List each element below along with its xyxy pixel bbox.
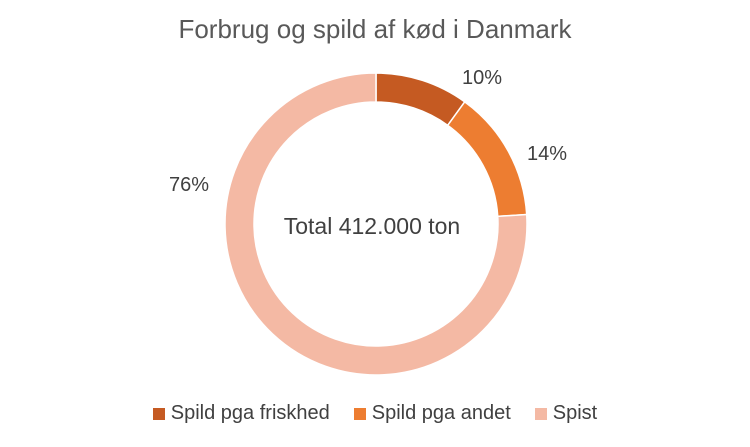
legend-label: Spist bbox=[552, 402, 598, 424]
legend-swatch bbox=[534, 407, 547, 420]
donut-slice-3[interactable] bbox=[224, 72, 528, 376]
data-labels: 10% 14% 76% bbox=[169, 67, 567, 196]
legend-item[interactable]: Spist bbox=[534, 402, 598, 425]
legend-swatch bbox=[152, 407, 165, 420]
data-label-2: 14% bbox=[527, 143, 567, 165]
donut-slice-2[interactable] bbox=[446, 100, 528, 218]
donut-slice-1[interactable] bbox=[375, 72, 466, 127]
legend: Spild pga friskhed Spild pga andet Spist bbox=[0, 402, 750, 425]
chart-title: Forbrug og spild af kød i Danmark bbox=[178, 14, 572, 44]
legend-item[interactable]: Spild pga friskhed bbox=[152, 402, 330, 425]
data-label-1: 10% bbox=[462, 67, 502, 89]
data-label-3: 76% bbox=[169, 174, 209, 196]
center-total-label: Total 412.000 ton bbox=[284, 213, 460, 239]
donut-slices bbox=[224, 72, 528, 376]
legend-swatch bbox=[353, 407, 366, 420]
legend-item[interactable]: Spild pga andet bbox=[353, 402, 511, 425]
legend-label: Spild pga friskhed bbox=[170, 402, 330, 424]
legend-label: Spild pga andet bbox=[371, 402, 511, 424]
